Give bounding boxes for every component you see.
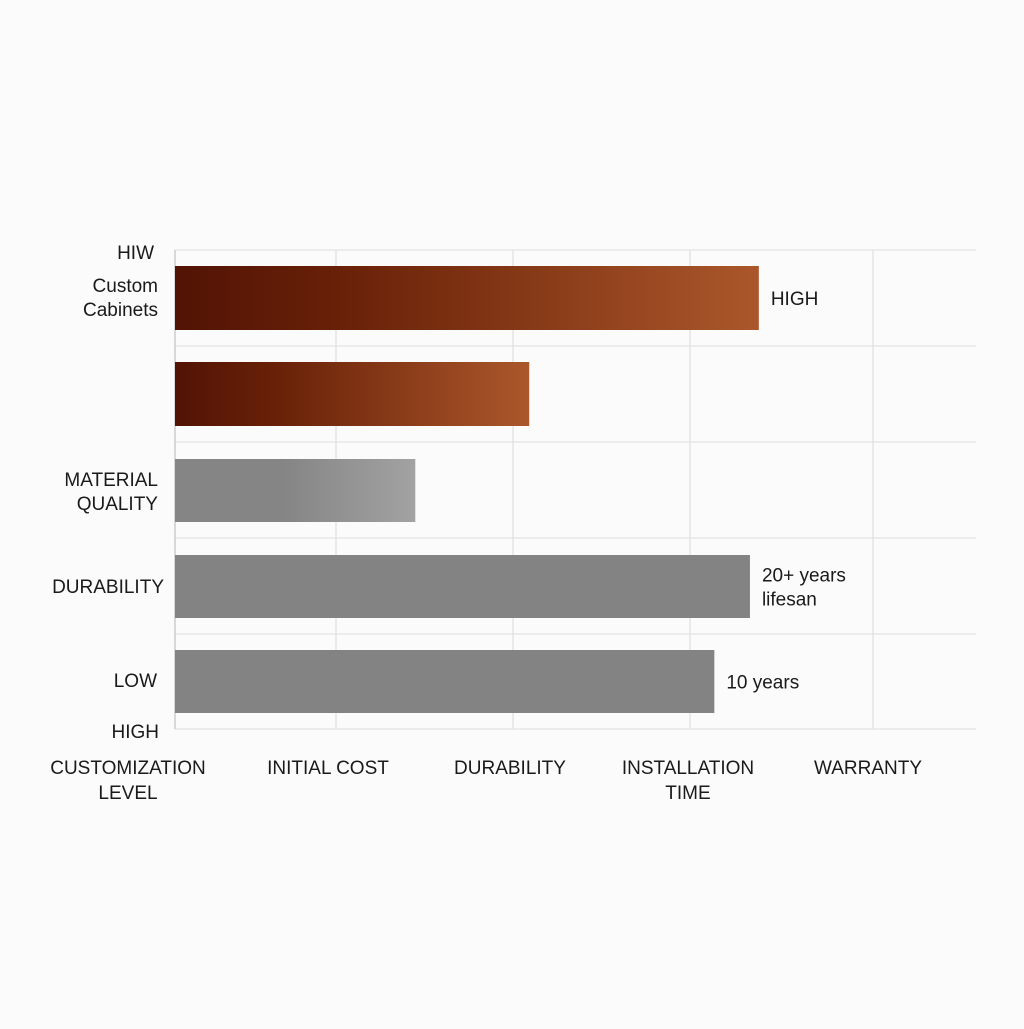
y-tick-label-material-quality: MATERIAL QUALITY [64,470,158,515]
y-tick-label-custom-cabinets: Custom Cabinets [83,276,158,321]
x-tick-label-3: DURABILITY [454,758,566,779]
x-tick-label-5: WARRANTY [814,758,922,779]
bar-value-label-4: 20+ years lifesan [762,566,846,611]
bar-value-label-1: HIGH [771,289,819,310]
bars [175,266,759,713]
bar-3 [175,459,416,522]
bar-2 [175,362,530,426]
y-tick-label-high: HIGH [112,722,160,743]
labels: HIGH 20+ years lifesan 10 years HIW Custom Cab… [50,243,922,804]
x-tick-label-1: CUSTOMIZATION LEVEL [50,758,206,804]
x-tick-label-4: INSTALLATION TIME [622,758,754,804]
x-tick-label-2: INITIAL COST [267,758,389,779]
bar-4 [175,555,750,618]
y-tick-label-hiw: HIW [117,243,154,264]
bar-5 [175,650,715,713]
bar-1 [175,266,759,330]
y-tick-label-durability: DURABILITY [52,577,164,598]
y-tick-label-low: LOW [114,671,157,692]
bar-value-label-5: 10 years [726,673,799,694]
